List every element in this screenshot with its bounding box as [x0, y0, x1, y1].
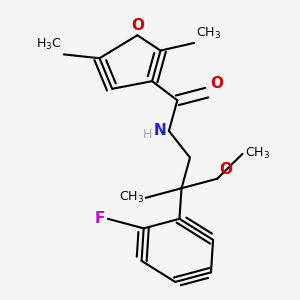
Text: O: O [131, 18, 144, 33]
Text: O: O [210, 76, 223, 91]
Text: CH$_3$: CH$_3$ [118, 190, 144, 205]
Text: F: F [94, 211, 105, 226]
Text: H$_3$C: H$_3$C [36, 38, 62, 52]
Text: CH$_3$: CH$_3$ [196, 26, 221, 41]
Text: CH$_3$: CH$_3$ [244, 146, 270, 161]
Text: N: N [154, 123, 167, 138]
Text: O: O [219, 162, 232, 177]
Text: H: H [143, 128, 152, 141]
